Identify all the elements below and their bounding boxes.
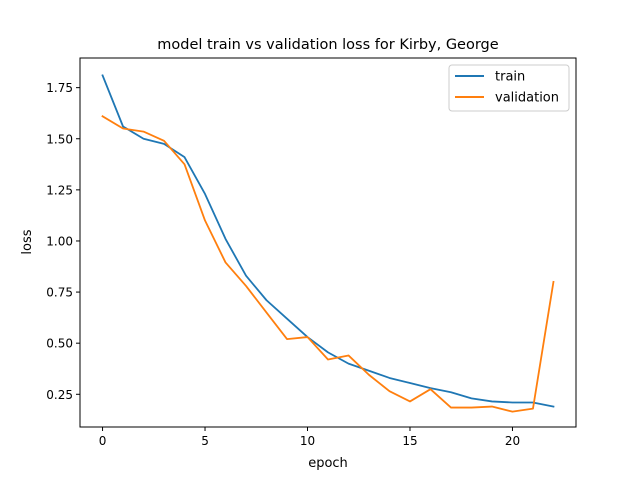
- y-tick-label: 0.75: [46, 286, 73, 300]
- series-line-validation: [101, 115, 555, 413]
- y-tick-label: 0.50: [46, 337, 73, 351]
- legend: train validation: [448, 64, 570, 112]
- plot-frame: [79, 57, 577, 428]
- x-axis-label: epoch: [308, 456, 348, 471]
- x-tick-label: 5: [201, 434, 209, 448]
- x-tick-label: 10: [300, 434, 315, 448]
- x-tick-label: 0: [99, 434, 107, 448]
- legend-label-validation: validation: [495, 91, 559, 106]
- y-axis-label: loss: [20, 229, 35, 254]
- legend-label-train: train: [495, 70, 525, 85]
- y-tick-label: 1.50: [46, 132, 73, 146]
- y-tick-label: 1.00: [46, 234, 73, 248]
- chart-title: model train vs validation loss for Kirby…: [157, 37, 498, 53]
- x-tick-label: 15: [402, 434, 417, 448]
- y-tick-label: 0.25: [46, 388, 73, 402]
- y-tick-label: 1.25: [46, 183, 73, 197]
- x-tick-label: 20: [505, 434, 520, 448]
- y-tick-label: 1.75: [46, 81, 73, 95]
- series-line-train: [101, 74, 555, 408]
